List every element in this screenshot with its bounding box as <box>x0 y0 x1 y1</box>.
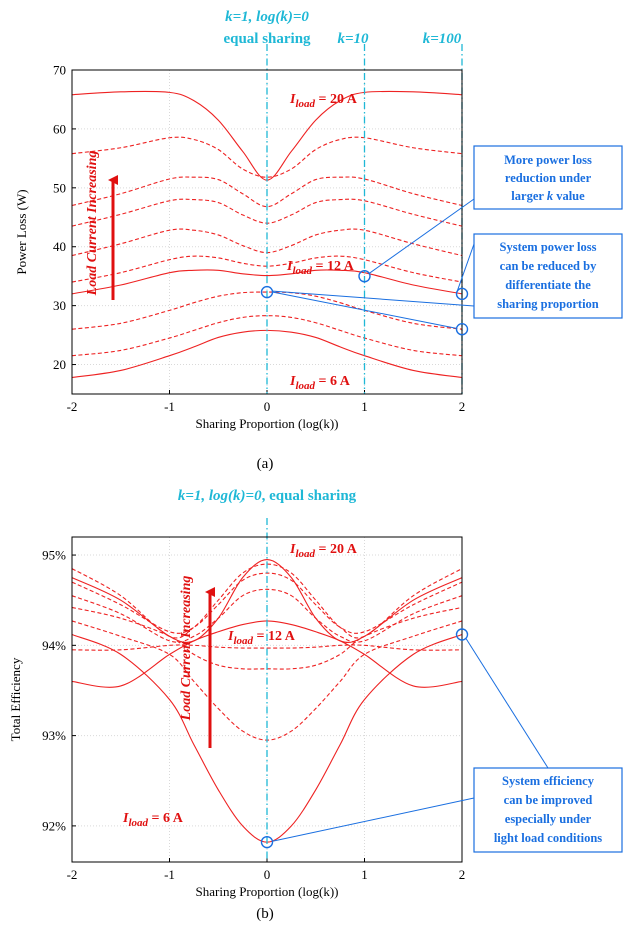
callout-text: differentiate the <box>505 278 591 292</box>
callout-box <box>473 145 623 210</box>
y-axis-label: Total Efficiency <box>8 657 23 741</box>
chart-a: -2 -1 0 1 2 20 30 40 50 60 70 Sharing Proportion (l… <box>14 9 623 472</box>
y-tick-label: 30 <box>53 298 66 313</box>
callout-text: can be improved <box>504 793 593 807</box>
x-axis-label: Sharing Proportion (log(k)) <box>196 416 339 431</box>
label-iload-12a: Iload = 12 A <box>286 259 355 277</box>
axes-frame <box>71 536 463 863</box>
x-tick-label: 0 <box>264 399 271 414</box>
x-tick-label: -2 <box>67 399 78 414</box>
x-tick-label: 2 <box>459 867 466 882</box>
arrow-label: Load Current Increasing <box>85 151 100 297</box>
x-tick-label: -1 <box>164 867 175 882</box>
callout-text: sharing proportion <box>497 297 599 311</box>
reference-label-k100: k=100 <box>423 31 462 47</box>
callout-text: More power loss <box>504 153 592 167</box>
callout-text: especially under <box>505 812 592 826</box>
x-axis-label: Sharing Proportion (log(k)) <box>196 884 339 899</box>
panel-label: (a) <box>257 456 274 472</box>
series-line <box>71 588 463 643</box>
callout-text: reduction under <box>505 171 592 185</box>
callout-box <box>473 767 623 853</box>
arrow-label: Load Current Increasing <box>179 576 194 722</box>
highlight-marker <box>455 323 469 336</box>
x-tick-label: 1 <box>361 867 368 882</box>
callout-leader <box>456 243 475 293</box>
reference-label-equal: k=1, log(k)=0 <box>225 9 309 25</box>
series-line <box>71 644 463 651</box>
label-iload-20a: Iload = 20 A <box>289 92 358 110</box>
y-axis-label: Power Loss (W) <box>14 189 29 274</box>
y-tick-label: 95% <box>42 548 66 563</box>
series-line <box>71 176 463 208</box>
highlight-marker <box>260 835 274 849</box>
callout-box <box>473 233 623 319</box>
callout-leader <box>465 638 549 769</box>
callout-leader <box>369 198 475 274</box>
y-tick-label: 60 <box>53 121 66 136</box>
label-iload-6a: Iload = 6 A <box>122 811 184 829</box>
y-tick-label: 93% <box>42 728 66 743</box>
callout-text: light load conditions <box>494 831 602 845</box>
x-tick-label: -2 <box>67 867 78 882</box>
y-tick-label: 92% <box>42 818 66 833</box>
callout-text: larger k value <box>511 189 585 203</box>
x-tick-label: -1 <box>164 399 175 414</box>
x-tick-label: 0 <box>264 867 271 882</box>
highlight-marker <box>358 269 371 283</box>
chart-b: -2 -1 0 1 2 92% 93% 94% 95% Sharing Proportion (l… <box>8 488 623 922</box>
y-tick-label: 94% <box>42 638 66 653</box>
reference-label-equal: k=1, log(k)=0, equal sharing <box>178 488 357 504</box>
label-iload-6a: Iload = 6 A <box>289 374 351 392</box>
callout-text: can be reduced by <box>500 259 597 273</box>
x-tick-label: 2 <box>459 399 466 414</box>
label-iload-20a: Iload = 20 A <box>289 542 358 560</box>
axes-frame <box>71 69 463 395</box>
highlight-marker <box>260 285 274 299</box>
panel-label: (b) <box>256 906 274 922</box>
callout-text: System power loss <box>500 240 597 254</box>
highlight-marker <box>455 628 469 641</box>
callout-leader <box>272 290 475 307</box>
series-line <box>71 559 463 644</box>
series-line <box>71 572 463 634</box>
reference-label-equal-sharing: equal sharing <box>223 31 311 47</box>
reference-label-k10: k=10 <box>337 31 369 47</box>
x-tick-label: 1 <box>361 399 368 414</box>
callout-leader <box>272 797 475 842</box>
highlight-marker <box>455 287 469 301</box>
y-tick-label: 40 <box>53 239 66 254</box>
y-tick-label: 50 <box>53 180 66 195</box>
callout-text: System efficiency <box>502 774 595 788</box>
callout-leader <box>272 291 457 329</box>
label-iload-12a: Iload = 12 A <box>227 629 296 647</box>
y-tick-label: 20 <box>53 357 66 372</box>
y-tick-label: 70 <box>53 63 66 78</box>
